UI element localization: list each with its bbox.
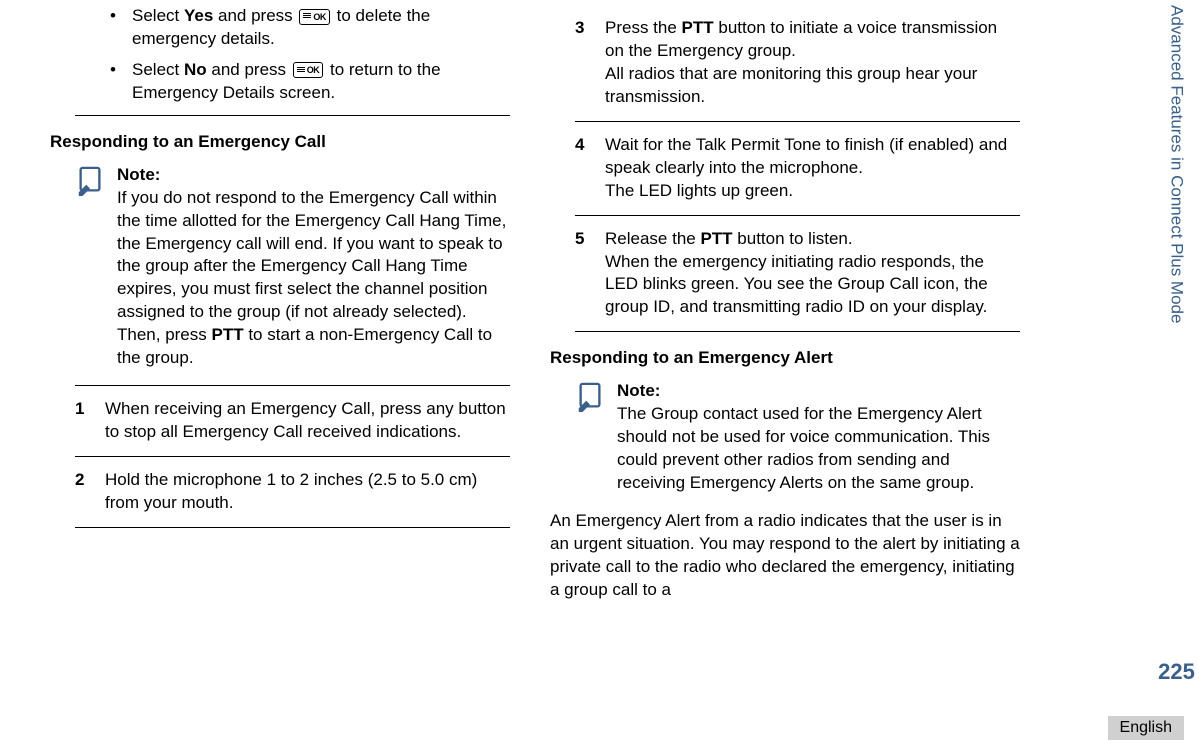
text: All radios that are monitoring this grou… [605,64,977,106]
text: button to listen. [733,229,853,248]
step-text: Wait for the Talk Permit Tone to finish … [605,134,1020,203]
note-content: Note: If you do not respond to the Emerg… [117,164,510,370]
bullet-text: Select No and press OK to return to the … [132,59,510,105]
text-bold: PTT [700,229,732,248]
text: Press the [605,18,682,37]
step-5: 5 Release the PTT button to listen. When… [575,215,1020,333]
section-heading: Responding to an Emergency Call [50,131,510,154]
text: Select [132,6,184,25]
step-text: When receiving an Emergency Call, press … [105,398,510,444]
step-number: 1 [75,398,105,444]
text-bold: PTT [212,325,244,344]
step-3: 3 Press the PTT button to initiate a voi… [575,5,1020,121]
ok-button-icon: OK [293,62,324,78]
note-block: Note: The Group contact used for the Eme… [575,380,1020,495]
text: Select [132,60,184,79]
step-4: 4 Wait for the Talk Permit Tone to finis… [575,121,1020,215]
text-bold: PTT [682,18,714,37]
bullet-dot: • [110,5,122,51]
note-icon [575,382,605,412]
note-block: Note: If you do not respond to the Emerg… [75,164,510,370]
left-column: • Select Yes and press OK to delete the … [0,0,520,750]
note-content: Note: The Group contact used for the Eme… [617,380,1020,495]
step-number: 4 [575,134,605,203]
text: Wait for the Talk Permit Tone to finish … [605,135,1007,177]
text: Release the [605,229,700,248]
bullet-item-yes: • Select Yes and press OK to delete the … [110,5,510,51]
step-text: Press the PTT button to initiate a voice… [605,17,1020,109]
bullet-text: Select Yes and press OK to delete the em… [132,5,510,51]
language-label: English [1108,716,1184,740]
note-icon [75,166,105,196]
ok-button-icon: OK [299,9,330,25]
step-number: 5 [575,228,605,320]
sidebar: Advanced Features in Connect Plus Mode 2… [1164,5,1189,685]
section-heading: Responding to an Emergency Alert [550,347,1020,370]
page-number: 225 [1158,659,1195,685]
text: When the emergency initiating radio resp… [605,252,988,317]
step-2: 2 Hold the microphone 1 to 2 inches (2.5… [75,456,510,528]
text: and press [213,6,297,25]
note-label: Note: [617,381,660,400]
right-column: 3 Press the PTT button to initiate a voi… [520,0,1040,750]
divider [75,115,510,116]
note-body: If you do not respond to the Emergency C… [117,188,506,368]
text: The LED lights up green. [605,181,793,200]
note-label: Note: [117,165,160,184]
bullet-item-no: • Select No and press OK to return to th… [110,59,510,105]
step-text: Release the PTT button to listen. When t… [605,228,1020,320]
step-text: Hold the microphone 1 to 2 inches (2.5 t… [105,469,510,515]
chapter-title: Advanced Features in Connect Plus Mode [1167,5,1187,323]
text-bold: Yes [184,6,213,25]
bullet-list: • Select Yes and press OK to delete the … [110,5,510,105]
text: If you do not respond to the Emergency C… [117,188,506,345]
bullet-dot: • [110,59,122,105]
note-body: The Group contact used for the Emergency… [617,404,990,492]
text-bold: No [184,60,207,79]
text: and press [207,60,291,79]
page-spread: • Select Yes and press OK to delete the … [0,0,1199,750]
paragraph: An Emergency Alert from a radio indicate… [550,510,1020,602]
step-1: 1 When receiving an Emergency Call, pres… [75,385,510,456]
step-number: 2 [75,469,105,515]
step-number: 3 [575,17,605,109]
